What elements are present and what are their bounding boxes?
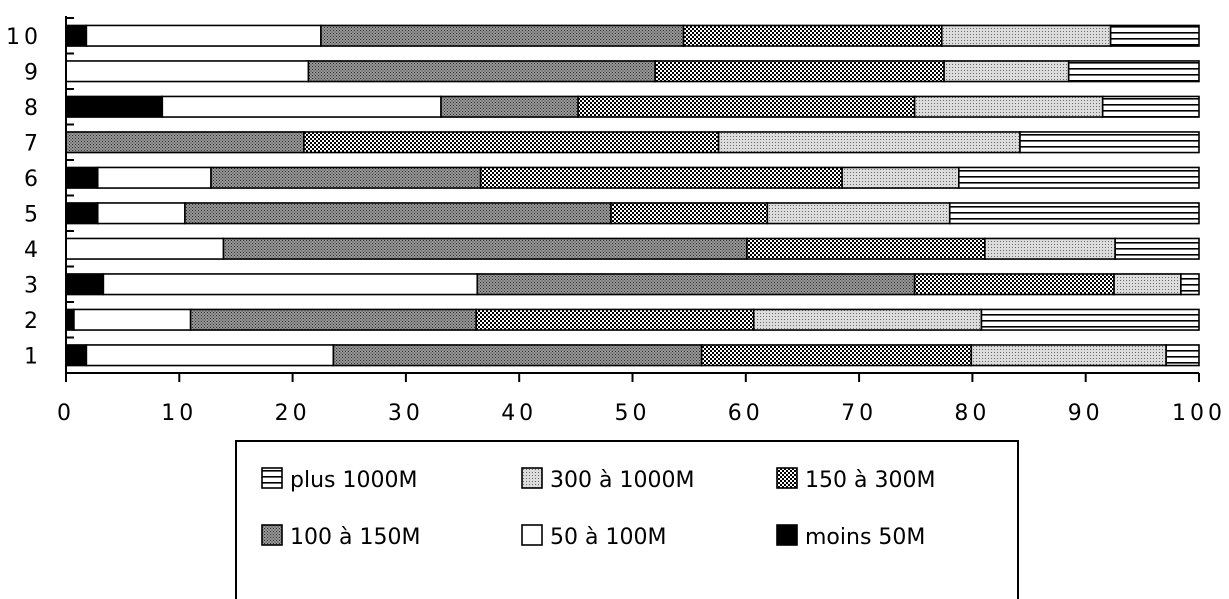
axes-layer bbox=[65, 16, 1200, 382]
bar-segment bbox=[1109, 24, 1200, 47]
bar-segment bbox=[332, 344, 703, 367]
bar-segment bbox=[65, 166, 99, 189]
bars-layer bbox=[65, 24, 1200, 367]
bar-segment bbox=[577, 95, 916, 118]
bar-segment bbox=[682, 24, 943, 47]
x-tick-label: 20 bbox=[275, 401, 311, 426]
bar-segment bbox=[1019, 131, 1200, 154]
bar-segment bbox=[222, 237, 748, 260]
bar-segment bbox=[913, 95, 1104, 118]
legend-label: moins 50M bbox=[805, 525, 925, 550]
bar-segment bbox=[610, 202, 769, 225]
bar-segment bbox=[102, 273, 479, 296]
legend: plus 1000M 300 à 1000M 150 à 300M 100 à 150… bbox=[235, 440, 1019, 599]
bar-segment bbox=[948, 202, 1200, 225]
legend-swatch bbox=[521, 467, 543, 489]
bar-segment bbox=[1101, 95, 1200, 118]
legend-swatch bbox=[261, 524, 283, 546]
x-tick-label: 60 bbox=[728, 401, 764, 426]
bar-segment bbox=[476, 273, 916, 296]
x-tick-label: 10 bbox=[161, 401, 197, 426]
legend-swatch bbox=[776, 467, 798, 489]
bar-segment bbox=[475, 308, 755, 331]
bar-segment bbox=[85, 24, 322, 47]
bar-segment bbox=[65, 131, 305, 154]
bar-segment bbox=[65, 237, 225, 260]
y-tick-label: 8 bbox=[24, 96, 42, 121]
bar-segment bbox=[307, 60, 656, 83]
bar-segment bbox=[957, 166, 1200, 189]
bar-segment bbox=[1114, 237, 1200, 260]
bar-segment bbox=[320, 24, 685, 47]
bar-segment bbox=[73, 308, 192, 331]
bar-segment bbox=[1113, 273, 1182, 296]
bar-segment bbox=[654, 60, 945, 83]
x-tick-label: 0 bbox=[57, 401, 75, 426]
bar-segment bbox=[479, 166, 843, 189]
bar-segment bbox=[65, 24, 88, 47]
y-tick-label: 9 bbox=[24, 60, 42, 85]
x-tick-label: 70 bbox=[841, 401, 877, 426]
bar-segment bbox=[1067, 60, 1200, 83]
legend-label: 50 à 100M bbox=[550, 525, 666, 550]
legend-label: plus 1000M bbox=[290, 468, 417, 493]
bar-segment bbox=[65, 202, 99, 225]
x-tick-label: 80 bbox=[954, 401, 990, 426]
bar-segment bbox=[752, 308, 983, 331]
bar-segment bbox=[96, 166, 212, 189]
bar-segment bbox=[65, 344, 88, 367]
x-tick-label: 30 bbox=[388, 401, 424, 426]
x-tick-label: 90 bbox=[1068, 401, 1104, 426]
bar-segment bbox=[700, 344, 973, 367]
bar-segment bbox=[1165, 344, 1200, 367]
legend-label: 100 à 150M bbox=[290, 525, 420, 550]
bar-segment bbox=[85, 344, 335, 367]
bar-segment bbox=[970, 344, 1167, 367]
legend-swatch bbox=[776, 524, 798, 546]
legend-swatch bbox=[521, 524, 543, 546]
legend-swatch bbox=[261, 467, 283, 489]
bar-segment bbox=[841, 166, 960, 189]
legend-label: 150 à 300M bbox=[805, 468, 935, 493]
y-tick-label: 5 bbox=[24, 202, 42, 227]
bar-segment bbox=[913, 273, 1115, 296]
bar-segment bbox=[303, 131, 720, 154]
bar-segment bbox=[65, 95, 164, 118]
bar-segment bbox=[440, 95, 579, 118]
x-tick-label: 40 bbox=[501, 401, 537, 426]
bar-segment bbox=[210, 166, 482, 189]
bar-segment bbox=[65, 308, 75, 331]
y-tick-label: 3 bbox=[24, 273, 42, 298]
bar-segment bbox=[189, 308, 477, 331]
y-tick-label: 1 bbox=[24, 344, 42, 369]
y-tick-label: 7 bbox=[24, 131, 42, 156]
bar-segment bbox=[746, 237, 986, 260]
bar-segment bbox=[65, 60, 310, 83]
y-tick-label: 2 bbox=[24, 309, 42, 334]
x-tick-labels: 0 10 20 30 40 50 60 70 80 90 100 bbox=[57, 401, 1226, 426]
legend-label: 300 à 1000M bbox=[550, 468, 694, 493]
y-tick-label: 4 bbox=[24, 238, 42, 263]
x-tick-label: 100 bbox=[1172, 401, 1226, 426]
bar-segment bbox=[980, 308, 1200, 331]
bar-segment bbox=[161, 95, 442, 118]
bar-segment bbox=[65, 273, 105, 296]
legend-box bbox=[235, 440, 1019, 599]
bar-segment bbox=[766, 202, 951, 225]
bar-segment bbox=[984, 237, 1116, 260]
bar-segment bbox=[184, 202, 612, 225]
x-tick-label: 50 bbox=[615, 401, 651, 426]
bar-segment bbox=[1180, 273, 1200, 296]
y-tick-label: 10 bbox=[6, 25, 42, 50]
bar-segment bbox=[717, 131, 1021, 154]
bar-segment bbox=[941, 24, 1112, 47]
y-tick-label: 6 bbox=[24, 167, 42, 192]
bar-segment bbox=[943, 60, 1070, 83]
y-tick-labels: 10 9 8 7 6 5 4 3 2 1 bbox=[6, 25, 42, 369]
bar-segment bbox=[96, 202, 186, 225]
